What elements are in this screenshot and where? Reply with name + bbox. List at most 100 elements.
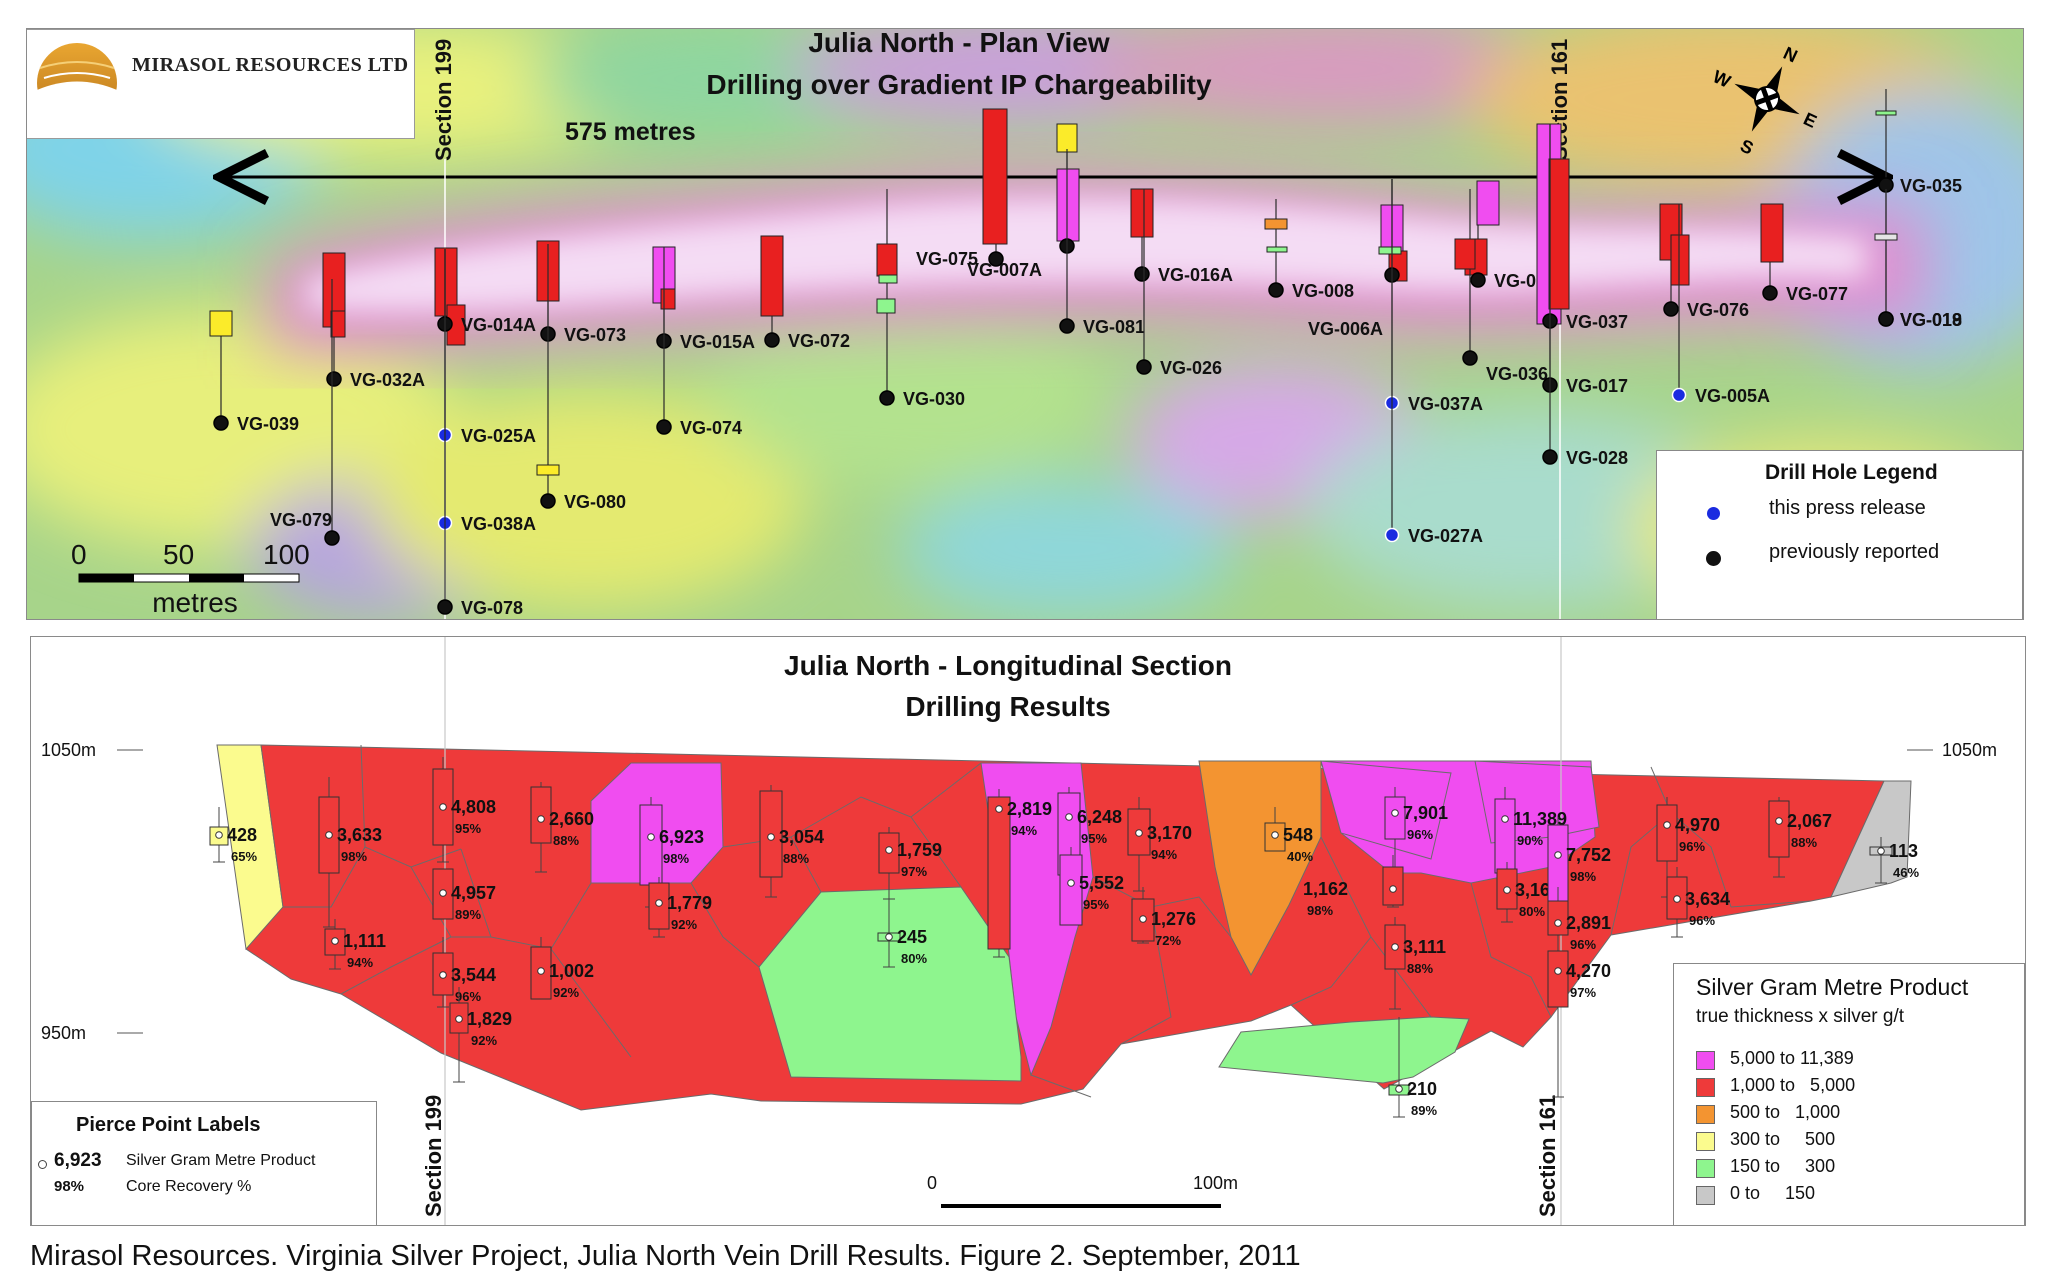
hole-label: VG-026 <box>1160 358 1222 378</box>
pierce-value: 6,923 <box>659 827 704 847</box>
distance-label: 575 metres <box>565 118 696 146</box>
gm-legend-item: 300 to 500 <box>1696 1129 2016 1151</box>
longitudinal-section: Julia North - Longitudinal Section Drill… <box>30 636 2026 1226</box>
drill-hole: VG-032A <box>322 252 425 390</box>
color-swatch <box>1696 1078 1715 1097</box>
plan-view-map: 575 metres Julia North - Plan View Drill… <box>26 28 2024 620</box>
pierce-sample-value: 6,923 <box>54 1150 102 1171</box>
intercept-block <box>1547 900 1569 936</box>
pierce-point-icon <box>1673 895 1681 903</box>
intercept-block <box>1768 800 1790 858</box>
collar-dot <box>1878 311 1894 327</box>
collar-dot <box>437 599 453 615</box>
pierce-recovery: 96% <box>1407 827 1433 842</box>
gm-legend-label: 300 to 500 <box>1730 1129 1836 1149</box>
pierce-recovery: 89% <box>455 907 481 922</box>
pierce-point-icon <box>1554 967 1562 975</box>
section-161-label-long: Section 161 <box>1535 1095 1560 1217</box>
pierce-value: 113 <box>1889 841 1918 861</box>
collar-dot <box>1542 449 1558 465</box>
pierce-recovery: 92% <box>471 1033 497 1048</box>
pierce-point: 3,170 94% <box>1127 797 1192 892</box>
intercept-block <box>530 786 552 844</box>
pierce-value: 4,970 <box>1675 815 1720 835</box>
gm-legend-item: 1,000 to 5,000 <box>1696 1075 2016 1097</box>
pierce-value: 4,808 <box>451 797 496 817</box>
pierce-recovery: 94% <box>1151 847 1177 862</box>
pierce-point: 1,002 92% <box>530 937 594 1000</box>
drill-hole: VG-078 <box>437 249 523 618</box>
pierce-value: 2,819 <box>1007 799 1052 819</box>
hole-label: VG-025A <box>461 426 536 446</box>
section-title: Julia North - Longitudinal Section <box>784 650 1232 681</box>
pierce-value: 2,891 <box>1566 913 1611 933</box>
pierce-value: 1,111 <box>343 931 386 951</box>
pierce-point-icon <box>215 831 223 839</box>
pierce-value: 4,957 <box>451 883 496 903</box>
scale-unit: metres <box>152 587 238 618</box>
legend-label-press: this press release <box>1769 497 1926 519</box>
intercept-block <box>1264 218 1288 230</box>
drill-hole: VG-026 <box>1136 189 1222 378</box>
pierce-point: 5,552 95% <box>1059 847 1124 926</box>
intercept-block <box>982 108 1008 245</box>
pierce-recovery: 92% <box>553 985 579 1000</box>
hole-label: VG-073 <box>564 325 626 345</box>
section-subtitle: Drilling Results <box>905 691 1110 722</box>
hole-label: VG-072 <box>788 331 850 351</box>
pierce-recovery: 90% <box>1517 833 1543 848</box>
scale-tick-100: 100 <box>263 539 310 570</box>
pierce-point-icon <box>455 1015 463 1023</box>
pierce-point-icon <box>331 937 339 945</box>
collar-dot <box>988 251 1004 267</box>
hole-label: VG-035 <box>1900 176 1962 196</box>
drill-hole: VG-081 <box>1059 149 1145 337</box>
intercept-block <box>987 796 1011 950</box>
collar-dot <box>1059 318 1075 334</box>
intercept-block <box>1656 804 1678 862</box>
intercept-block <box>536 464 560 476</box>
gm-legend-item: 150 to 300 <box>1696 1156 2016 1178</box>
drill-hole: VG-075 <box>916 108 1008 269</box>
pierce-value: 7,752 <box>1566 845 1611 865</box>
pierce-recovery-desc: Core Recovery % <box>126 1178 252 1195</box>
pierce-value: 3,170 <box>1147 823 1192 843</box>
drill-hole: VG-080 <box>536 244 626 512</box>
section-199-label-long: Section 199 <box>421 1095 446 1217</box>
hole-label: VG-005A <box>1695 386 1770 406</box>
pierce-point: 3,634 96% <box>1666 867 1730 938</box>
gm-legend-item: 5,000 to 11,389 <box>1696 1048 2016 1070</box>
pierce-point-icon <box>1135 829 1143 837</box>
scale-tick-0: 0 <box>71 539 87 570</box>
hole-label: VG-080 <box>564 492 626 512</box>
hole-label: VG-018 <box>1900 310 1962 330</box>
pierce-recovery: 72% <box>1155 933 1181 948</box>
gm-legend-label: 1,000 to 5,000 <box>1730 1075 1856 1095</box>
pierce-recovery: 95% <box>1083 897 1109 912</box>
drill-hole: VG-035 <box>1875 89 1962 196</box>
gm-legend-label: 0 to 150 <box>1730 1183 1816 1203</box>
pierce-value: 11,389 <box>1513 809 1567 829</box>
pierce-point: 4,808 95% <box>432 757 496 863</box>
pierce-point-icon <box>1395 1085 1403 1093</box>
intercept-block <box>1059 854 1083 926</box>
pierce-point: 2,819 94% <box>987 789 1052 958</box>
pierce-point-icon <box>439 971 447 979</box>
pierce-point-icon <box>655 899 663 907</box>
pierce-point: 2,891 96% <box>1547 887 1611 958</box>
pierce-point-icon <box>325 831 333 839</box>
section-scale-100m: 100m <box>1193 1173 1238 1193</box>
pierce-point: 3,633 98% <box>318 777 382 928</box>
pierce-point-icon <box>1775 817 1783 825</box>
intercept-block <box>1670 234 1690 286</box>
collar-dot <box>540 493 556 509</box>
drill-hole: VG-072 <box>760 235 850 351</box>
collar-dot <box>1671 387 1687 403</box>
pierce-point: 7,901 96% <box>1384 787 1448 868</box>
collar-dot <box>324 530 340 546</box>
pierce-value: 3,633 <box>337 825 382 845</box>
collar-dot <box>213 415 229 431</box>
elev-950-left: 950m <box>41 1023 86 1043</box>
intercept-block <box>1056 123 1078 153</box>
